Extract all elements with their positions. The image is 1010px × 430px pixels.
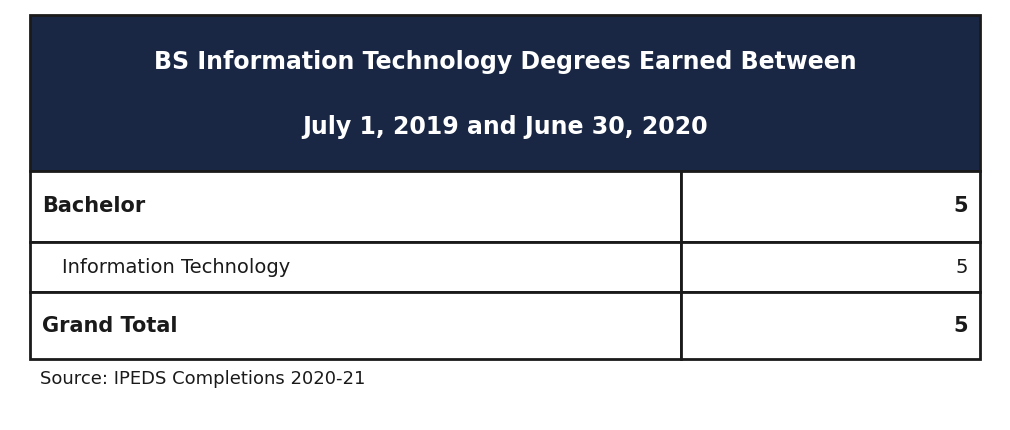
Bar xyxy=(30,292,681,359)
Text: Source: IPEDS Completions 2020-21: Source: IPEDS Completions 2020-21 xyxy=(40,371,366,388)
Text: 5: 5 xyxy=(953,197,968,216)
Text: July 1, 2019 and June 30, 2020: July 1, 2019 and June 30, 2020 xyxy=(302,115,708,139)
Text: BS Information Technology Degrees Earned Between: BS Information Technology Degrees Earned… xyxy=(154,50,856,74)
Bar xyxy=(681,292,980,359)
Text: 5: 5 xyxy=(955,258,968,276)
Text: Grand Total: Grand Total xyxy=(42,316,178,336)
Bar xyxy=(30,171,681,242)
Text: 5: 5 xyxy=(953,316,968,336)
Text: Bachelor: Bachelor xyxy=(42,197,145,216)
Bar xyxy=(681,171,980,242)
Bar xyxy=(30,15,980,171)
Text: Information Technology: Information Technology xyxy=(62,258,290,276)
Bar xyxy=(681,242,980,292)
Bar xyxy=(30,242,681,292)
